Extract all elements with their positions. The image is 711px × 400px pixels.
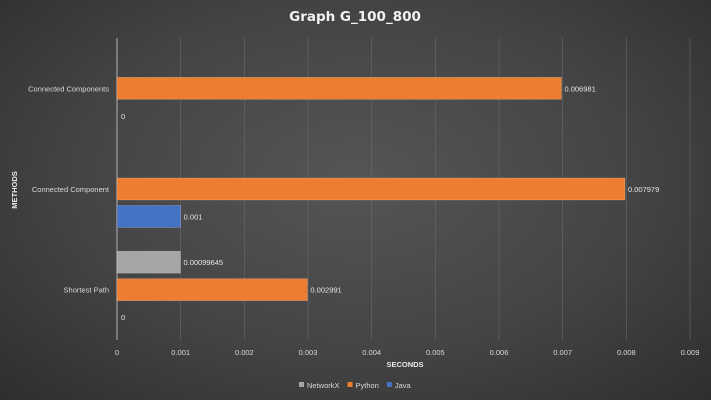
data-label: 0.001 [184,213,203,222]
x-tick-labels: 0 0.001 0.002 0.003 0.004 0.005 0.006 0.007 0.00… [115,348,699,357]
legend: NetworkX Python Java [299,381,412,390]
bar-networkx [116,250,181,274]
data-label: 0.007979 [628,185,659,194]
x-tick-label: 0.005 [426,348,445,357]
category-labels: Connected Components Connected Component S… [28,84,110,294]
data-label: 0 [121,112,125,121]
data-labels: 0.006981 0 0.007979 0.001 0.00099645 0.002991… [121,84,659,322]
x-tick-label: 0.008 [617,348,636,357]
data-label: 0.00099645 [183,258,223,267]
legend-swatch-python [347,382,353,387]
category-label: Shortest Path [64,286,109,295]
bar-python [116,278,308,301]
legend-swatch-java [386,382,392,387]
x-tick-label: 0.006 [490,348,509,357]
data-label: 0.006981 [564,84,595,93]
bars [116,77,626,301]
x-tick-label: 0.001 [171,348,190,357]
legend-swatch-networkx [299,382,304,387]
x-tick-label: 0.003 [299,348,318,357]
bar-java [116,205,181,228]
x-tick-label: 0.004 [362,348,381,357]
chart-title: Graph G_100_800 [289,9,421,25]
data-label: 0 [121,313,125,322]
y-axis-title: METHODS [10,171,19,209]
x-tick-label: 0.002 [235,348,254,357]
legend-label-java: Java [395,381,412,390]
data-label: 0.002991 [310,286,341,295]
bar-python [116,77,562,100]
category-label: Connected Component [32,185,110,194]
legend-label-networkx: NetworkX [307,381,340,390]
x-axis-title: SECONDS [386,360,423,369]
bar-python [116,177,626,201]
category-label: Connected Components [28,84,109,93]
legend-label-python: Python [356,381,379,390]
x-tick-label: 0.007 [553,348,572,357]
x-tick-label: 0 [115,348,119,357]
x-tick-label: 0.009 [681,348,700,357]
